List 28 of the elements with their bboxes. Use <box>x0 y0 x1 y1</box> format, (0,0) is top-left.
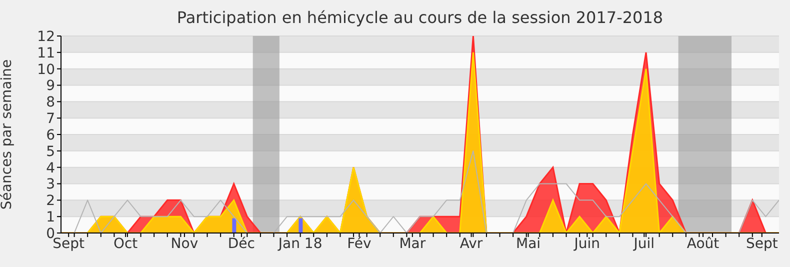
x-tick-label: Juin <box>573 236 600 252</box>
y-tick-label: 4 <box>46 160 56 176</box>
y-tick-label: 1 <box>46 210 55 226</box>
x-tick-label: Mar <box>399 236 426 252</box>
y-tick-label: 6 <box>46 127 56 144</box>
y-tick-label: 12 <box>37 28 55 45</box>
y-tick-label: 3 <box>46 176 55 193</box>
x-tick-label: Avr <box>460 236 483 252</box>
y-tick-label: 11 <box>37 45 55 62</box>
x-tick-label: Juil <box>632 236 655 252</box>
x-tick-label: Sept <box>746 236 778 252</box>
y-tick-label: 10 <box>37 62 55 78</box>
y-tick-label: 5 <box>46 144 55 160</box>
y-tick-label: 8 <box>46 94 55 111</box>
y-tick-label: 7 <box>46 111 55 128</box>
x-tick-label: Oct <box>113 236 138 252</box>
chart-title: Participation en hémicycle au cours de la session 2017-2018 <box>176 8 664 27</box>
y-tick-label: 2 <box>46 193 55 210</box>
x-tick-label: Août <box>686 236 720 252</box>
x-tick-label: Déc <box>228 236 255 252</box>
y-tick-label: 0 <box>46 226 55 242</box>
y-axis-title: Séances par semaine <box>0 59 15 210</box>
x-tick-label: Mai <box>516 236 541 252</box>
x-tick-label: Sept <box>52 236 86 252</box>
x-tick-label: Nov <box>170 236 198 252</box>
y-tick-label: 9 <box>46 78 55 94</box>
x-tick-label: Jan 18 <box>277 236 322 252</box>
x-tick-label: Fév <box>347 236 372 252</box>
